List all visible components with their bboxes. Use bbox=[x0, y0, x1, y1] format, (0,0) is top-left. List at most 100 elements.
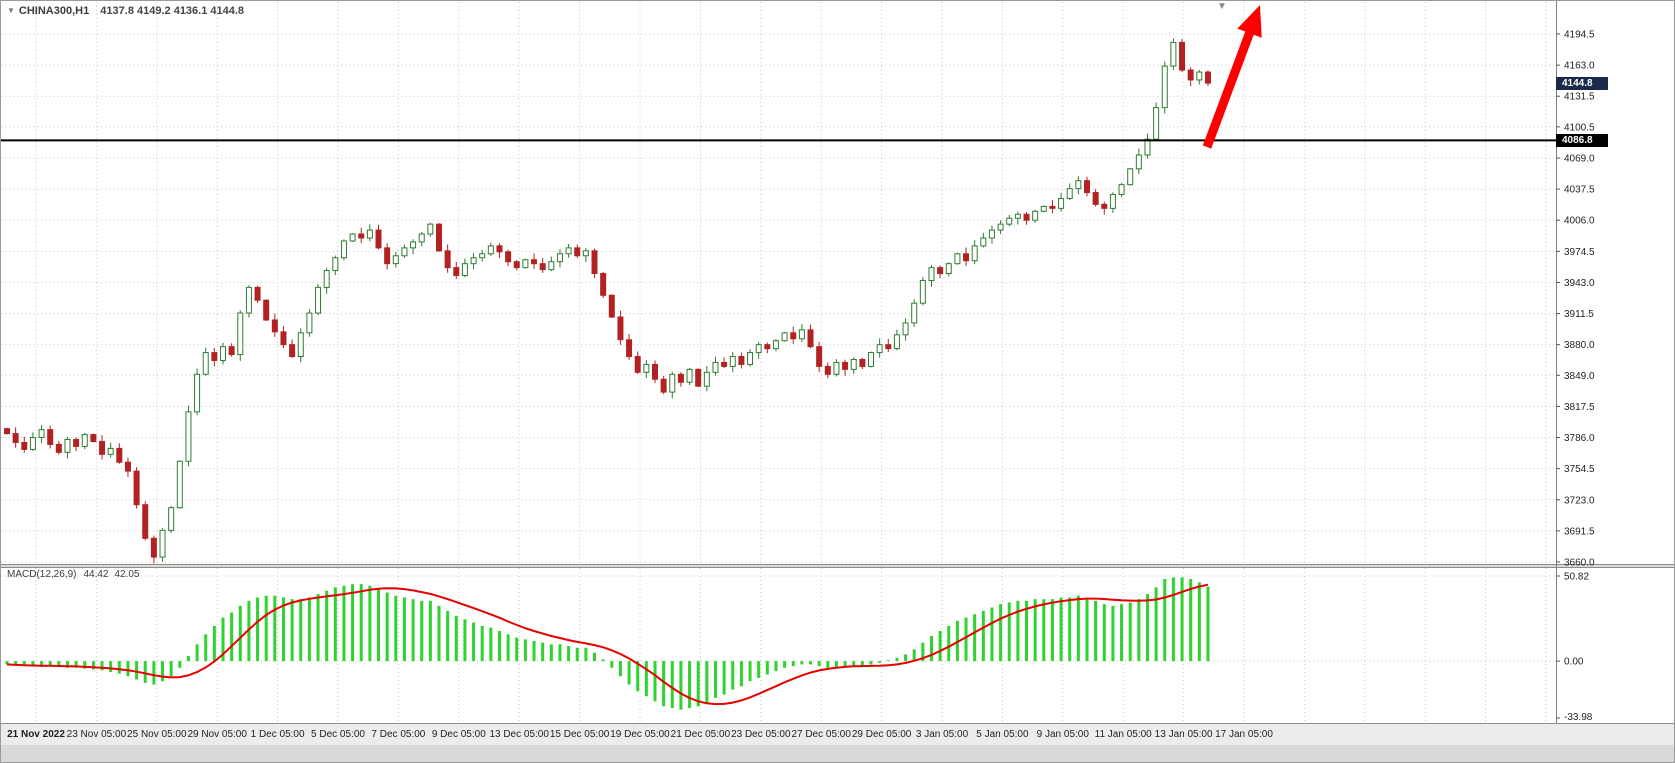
bull-candle bbox=[81, 434, 88, 447]
ohlc-values: 4137.8 4149.2 4136.1 4144.8 bbox=[100, 5, 245, 17]
time-label: 23 Nov 05:00 bbox=[67, 729, 127, 740]
bull-candle bbox=[1014, 213, 1021, 219]
bear-candle bbox=[12, 433, 19, 443]
price-tick-label: 3786.0 bbox=[1564, 433, 1595, 444]
bear-candle bbox=[263, 299, 270, 321]
bear-candle bbox=[124, 461, 131, 472]
bear-candle bbox=[211, 352, 218, 361]
bull-candle bbox=[176, 460, 183, 509]
price-tick-label: 4037.5 bbox=[1564, 185, 1595, 196]
bear-candle bbox=[816, 346, 823, 367]
bear-candle bbox=[47, 429, 54, 445]
bull-candle bbox=[202, 352, 209, 375]
bear-candle bbox=[358, 233, 365, 239]
bull-candle bbox=[1066, 188, 1073, 199]
bear-candle bbox=[1023, 213, 1030, 221]
time-axis[interactable] bbox=[1, 724, 1675, 746]
current-price-tag: 4144.8 bbox=[1556, 77, 1608, 90]
bull-candle bbox=[988, 229, 995, 239]
bull-candle bbox=[747, 352, 754, 365]
collapse-ohlc-icon[interactable]: ▼ bbox=[7, 6, 15, 15]
bull-candle bbox=[1118, 184, 1125, 196]
window-bottom-strip bbox=[1, 745, 1674, 762]
bear-candle bbox=[453, 267, 460, 277]
chart-ohlc-readout: ▼ CHINA300,H1 4137.8 4149.2 4136.1 4144.8 bbox=[7, 5, 244, 17]
bear-candle bbox=[513, 261, 520, 269]
time-label: 27 Dec 05:00 bbox=[791, 729, 851, 740]
bull-candle bbox=[1144, 138, 1151, 156]
bull-candle bbox=[1058, 197, 1065, 209]
hline-price-tag: 4086.8 bbox=[1556, 134, 1608, 147]
bull-candle bbox=[1006, 217, 1013, 225]
bear-candle bbox=[21, 441, 28, 450]
time-label: 7 Dec 05:00 bbox=[371, 729, 425, 740]
bull-candle bbox=[401, 247, 408, 257]
time-label: 13 Jan 05:00 bbox=[1155, 729, 1213, 740]
bull-candle bbox=[237, 312, 244, 356]
bull-candle bbox=[168, 507, 175, 531]
bull-candle bbox=[712, 361, 719, 373]
bear-candle bbox=[436, 223, 442, 252]
time-label: 3 Jan 05:00 bbox=[916, 729, 969, 740]
bull-candle bbox=[919, 279, 926, 304]
bear-candle bbox=[617, 316, 624, 341]
bear-candle bbox=[1092, 192, 1099, 205]
bear-candle bbox=[937, 267, 944, 275]
time-label: 1 Dec 05:00 bbox=[251, 729, 305, 740]
time-label: 13 Dec 05:00 bbox=[489, 729, 549, 740]
bear-candle bbox=[738, 356, 745, 365]
bull-candle bbox=[410, 241, 417, 249]
bear-candle bbox=[228, 346, 235, 356]
bear-candle bbox=[254, 286, 261, 301]
bear-candle bbox=[73, 439, 80, 447]
macd-signal-line bbox=[6, 583, 1209, 706]
bull-candle bbox=[522, 259, 529, 269]
bull-candle bbox=[306, 312, 313, 334]
macd-plot[interactable] bbox=[1, 568, 1556, 721]
bull-candle bbox=[945, 263, 952, 275]
bear-candle bbox=[1101, 203, 1108, 209]
bull-candle bbox=[64, 439, 71, 453]
price-tick-label: 3849.0 bbox=[1564, 371, 1595, 382]
bear-candle bbox=[116, 447, 123, 463]
bull-candle bbox=[798, 329, 805, 340]
bear-candle bbox=[539, 263, 546, 271]
price-tick-label: 3943.0 bbox=[1564, 278, 1595, 289]
bull-candle bbox=[868, 352, 874, 367]
price-tick-label: 3817.5 bbox=[1564, 402, 1595, 413]
price-tick-label: 4163.0 bbox=[1564, 61, 1595, 72]
bull-candle bbox=[332, 257, 339, 272]
bull-candle bbox=[1032, 210, 1039, 221]
bull-candle bbox=[755, 344, 762, 354]
time-label: 25 Nov 05:00 bbox=[127, 729, 187, 740]
main-chart-plot[interactable] bbox=[1, 1, 1556, 564]
price-tick-label: 3880.0 bbox=[1564, 340, 1595, 351]
bull-candle bbox=[427, 223, 434, 235]
bull-candle bbox=[245, 286, 252, 314]
bull-candle bbox=[323, 270, 330, 288]
macd-name: MACD(12,26,9) bbox=[7, 569, 77, 580]
time-label: 5 Jan 05:00 bbox=[976, 729, 1029, 740]
bear-candle bbox=[496, 245, 503, 253]
bull-candle bbox=[159, 529, 166, 558]
bull-candle bbox=[729, 356, 736, 367]
bear-candle bbox=[384, 247, 391, 265]
time-label: 21 Nov 2022 bbox=[7, 729, 65, 740]
bull-candle bbox=[876, 344, 883, 354]
price-axis-labels: 4194.5 4163.0 4131.5 4100.5 4069.0 4037.5 4006… bbox=[1556, 30, 1595, 569]
bear-candle bbox=[1204, 71, 1211, 84]
bear-candle bbox=[1084, 180, 1090, 194]
bear-candle bbox=[55, 443, 62, 453]
macd-axis-labels: 50.82 0.00 -33.98 bbox=[1556, 572, 1593, 723]
bull-candle bbox=[893, 334, 900, 350]
bear-candle bbox=[1049, 205, 1056, 209]
bull-candle bbox=[392, 255, 399, 265]
price-axis-background[interactable] bbox=[1556, 1, 1675, 723]
panel-divider[interactable] bbox=[1, 564, 1675, 568]
bull-candle bbox=[556, 253, 563, 263]
bull-candle bbox=[1109, 194, 1116, 209]
trend-arrow[interactable] bbox=[1202, 5, 1262, 149]
bull-candle bbox=[1127, 168, 1134, 186]
bear-candle bbox=[280, 331, 287, 346]
